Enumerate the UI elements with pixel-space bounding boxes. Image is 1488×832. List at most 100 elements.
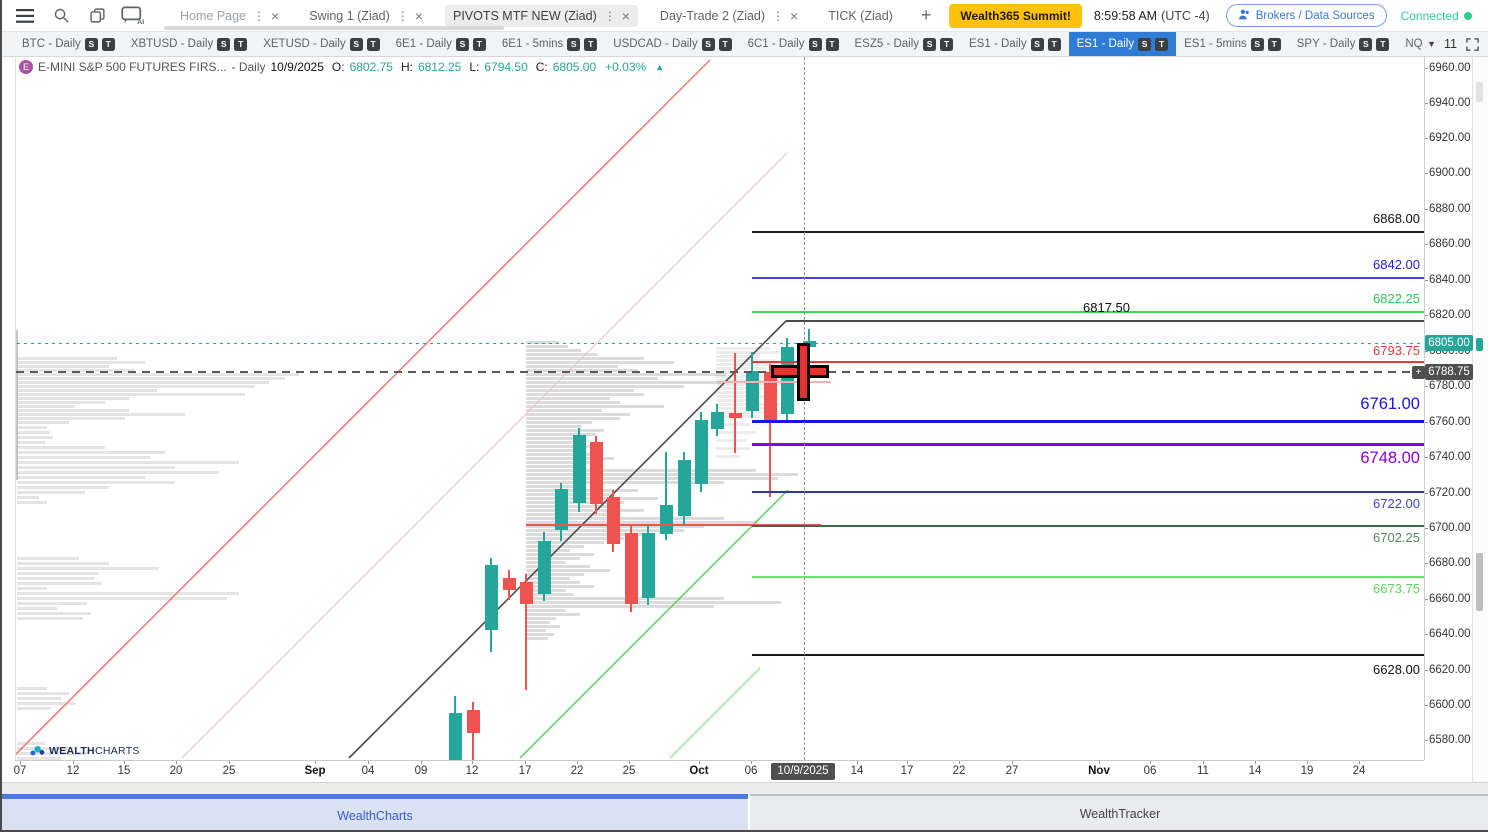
symbol-tab-xbtusd-daily[interactable]: XBTUSD - Daily S T (123, 32, 255, 56)
volume-profile-bar (17, 612, 91, 615)
strategy-badge[interactable]: S (217, 37, 231, 51)
workspace-tab-day-trade-2-ziad[interactable]: Day-Trade 2 (Ziad) ⋮ × (652, 5, 806, 27)
search-icon[interactable] (48, 3, 74, 29)
tab-close-icon[interactable]: × (790, 7, 799, 24)
symbol-tab-6c1-daily[interactable]: 6C1 - Daily S T (740, 32, 847, 56)
symbol-tab-bar: BTC - Daily S T XBTUSD - Daily S T XETUSD - Da… (2, 32, 1488, 57)
legend-low-value: 6794.50 (484, 60, 528, 74)
menu-icon[interactable] (12, 3, 38, 29)
brokers-label: Brokers / Data Sources (1255, 9, 1375, 22)
minimap-mark (1476, 82, 1483, 102)
tab-menu-icon[interactable]: ⋮ (772, 8, 785, 23)
symbol-tab-nq1-daily[interactable]: NQ1 - Daily (1397, 32, 1423, 56)
workspace-tab-pivots-mtf-new-ziad[interactable]: PIVOTS MTF NEW (Ziad) ⋮ × (444, 4, 638, 27)
volume-profile-bar (17, 451, 165, 454)
strategy-badge[interactable]: S (1250, 37, 1264, 51)
tools-badge[interactable]: T (940, 37, 954, 51)
strategy-badge[interactable]: S (349, 37, 363, 51)
symbol-more-count[interactable]: 11 (1444, 37, 1457, 51)
time-tick-label: Sep (304, 765, 326, 777)
time-tick-label: 15 (117, 765, 131, 777)
volume-profile-bar (17, 365, 109, 368)
strategy-badge[interactable]: S (567, 37, 581, 51)
summit-banner[interactable]: Wealth365 Summit! (949, 3, 1082, 28)
workspace-tab-label: Day-Trade 2 (Ziad) (659, 8, 766, 23)
tools-badge[interactable]: T (1267, 37, 1281, 51)
time-tick-label: 09 (414, 765, 428, 777)
tab-close-icon[interactable]: × (271, 7, 280, 24)
symbol-tab-es1-5mins[interactable]: ES1 - 5mins S T (1176, 32, 1289, 56)
volume-profile-bar (17, 409, 129, 412)
tab-close-icon[interactable]: × (621, 7, 630, 24)
volume-profile-bar (526, 389, 634, 392)
layouts-icon[interactable] (84, 3, 110, 29)
tools-badge[interactable]: T (1047, 37, 1061, 51)
symbol-tab-es1-daily-active[interactable]: ES1 - Daily S T (1068, 32, 1177, 56)
brokers-data-sources-button[interactable]: Brokers / Data Sources (1225, 4, 1387, 27)
tools-badge[interactable]: T (472, 37, 486, 51)
expand-icon[interactable] (1465, 37, 1480, 52)
volume-profile-bar (716, 431, 756, 434)
workspace-tab-tick-ziad[interactable]: TICK (Ziad) (820, 5, 901, 27)
strategy-badge[interactable]: S (84, 37, 98, 51)
price-tick-mark (1425, 528, 1428, 529)
tab-close-icon[interactable]: × (414, 7, 423, 24)
ai-chat-icon[interactable]: AI (120, 3, 146, 29)
symbol-dropdown-icon[interactable]: ▼ (1427, 39, 1437, 49)
tab-wealthtracker[interactable]: WealthTracker (750, 794, 1488, 830)
candle-body (467, 710, 480, 733)
tools-badge[interactable]: T (584, 37, 598, 51)
price-tick-label: 6660.00 (1429, 593, 1471, 605)
symbol-tab-usdcad-daily[interactable]: USDCAD - Daily S T (605, 32, 739, 56)
symbol-tab-label: BTC - Daily (22, 38, 81, 50)
volume-profile-bar (526, 629, 546, 632)
pivot-label-6822-25: 6822.25 (1373, 291, 1420, 306)
chart-canvas[interactable]: E E-MINI S&P 500 FUTURES FIRS... - Daily… (15, 57, 1424, 760)
tab-menu-icon[interactable]: ⋮ (603, 8, 616, 23)
bottom-tab-bar: WealthCharts WealthTracker (2, 794, 1488, 830)
volume-profile-bar (526, 401, 620, 404)
symbol-tab-esz5-daily[interactable]: ESZ5 - Daily S T (847, 32, 962, 56)
strategy-badge[interactable]: S (923, 37, 937, 51)
tab-menu-icon[interactable]: ⋮ (253, 8, 266, 23)
add-workspace-tab-button[interactable]: + (915, 4, 938, 27)
symbol-tab-6e1-5mins[interactable]: 6E1 - 5mins S T (494, 32, 605, 56)
price-tick-label: 6640.00 (1429, 628, 1471, 640)
volume-profile-bar (526, 601, 781, 604)
minimap-strip[interactable] (1472, 57, 1488, 782)
tools-badge[interactable]: T (1376, 37, 1390, 51)
tab-wealthcharts[interactable]: WealthCharts (2, 794, 748, 830)
symbol-tab-btc-daily[interactable]: BTC - Daily S T (14, 32, 123, 56)
workspace-tab-swing-1-ziad[interactable]: Swing 1 (Ziad) ⋮ × (301, 5, 431, 27)
symbol-tab-spy-daily[interactable]: SPY - Daily S T (1289, 32, 1398, 56)
time-tick-mark (1150, 761, 1151, 764)
legend-date: 10/9/2025 (270, 60, 324, 74)
symbol-tab-6e1-daily[interactable]: 6E1 - Daily S T (388, 32, 494, 56)
symbol-tab-xetusd-daily[interactable]: XETUSD - Daily S T (255, 32, 387, 56)
price-axis[interactable]: 6960.00 6940.00 6920.00 6900.00 6880.00 6860.… (1412, 57, 1473, 760)
crosshair-date-badge: 10/9/2025 (771, 763, 835, 780)
tools-badge[interactable]: T (718, 37, 732, 51)
volume-profile-bar (17, 592, 239, 595)
symbol-tab-es1-daily[interactable]: ES1 - Daily S T (961, 32, 1069, 56)
tab-menu-icon[interactable]: ⋮ (396, 8, 409, 23)
volume-profile-bar (526, 573, 584, 576)
pivot-label-6761-00: 6761.00 (1360, 395, 1420, 413)
tools-badge[interactable]: T (825, 37, 839, 51)
tools-badge[interactable]: T (234, 37, 248, 51)
strategy-badge[interactable]: S (1359, 37, 1373, 51)
workspace-tab-home-page[interactable]: Home Page ⋮ × (172, 5, 287, 27)
tab-strip-scrollbar[interactable] (164, 26, 504, 30)
tools-badge[interactable]: T (1155, 37, 1169, 51)
tools-badge[interactable]: T (101, 37, 115, 51)
strategy-badge[interactable]: S (1030, 37, 1044, 51)
price-tick-mark (1425, 563, 1428, 564)
volume-profile-bar (526, 477, 778, 480)
volume-profile-bar (526, 385, 684, 388)
time-axis[interactable]: 07 12 15 20 25 Sep 04 09 12 17 22 25 Oct 06 14 17 22 27 No… (14, 760, 1424, 782)
strategy-badge[interactable]: S (1138, 37, 1152, 51)
tools-badge[interactable]: T (366, 37, 380, 51)
strategy-badge[interactable]: S (455, 37, 469, 51)
strategy-badge[interactable]: S (808, 37, 822, 51)
strategy-badge[interactable]: S (701, 37, 715, 51)
